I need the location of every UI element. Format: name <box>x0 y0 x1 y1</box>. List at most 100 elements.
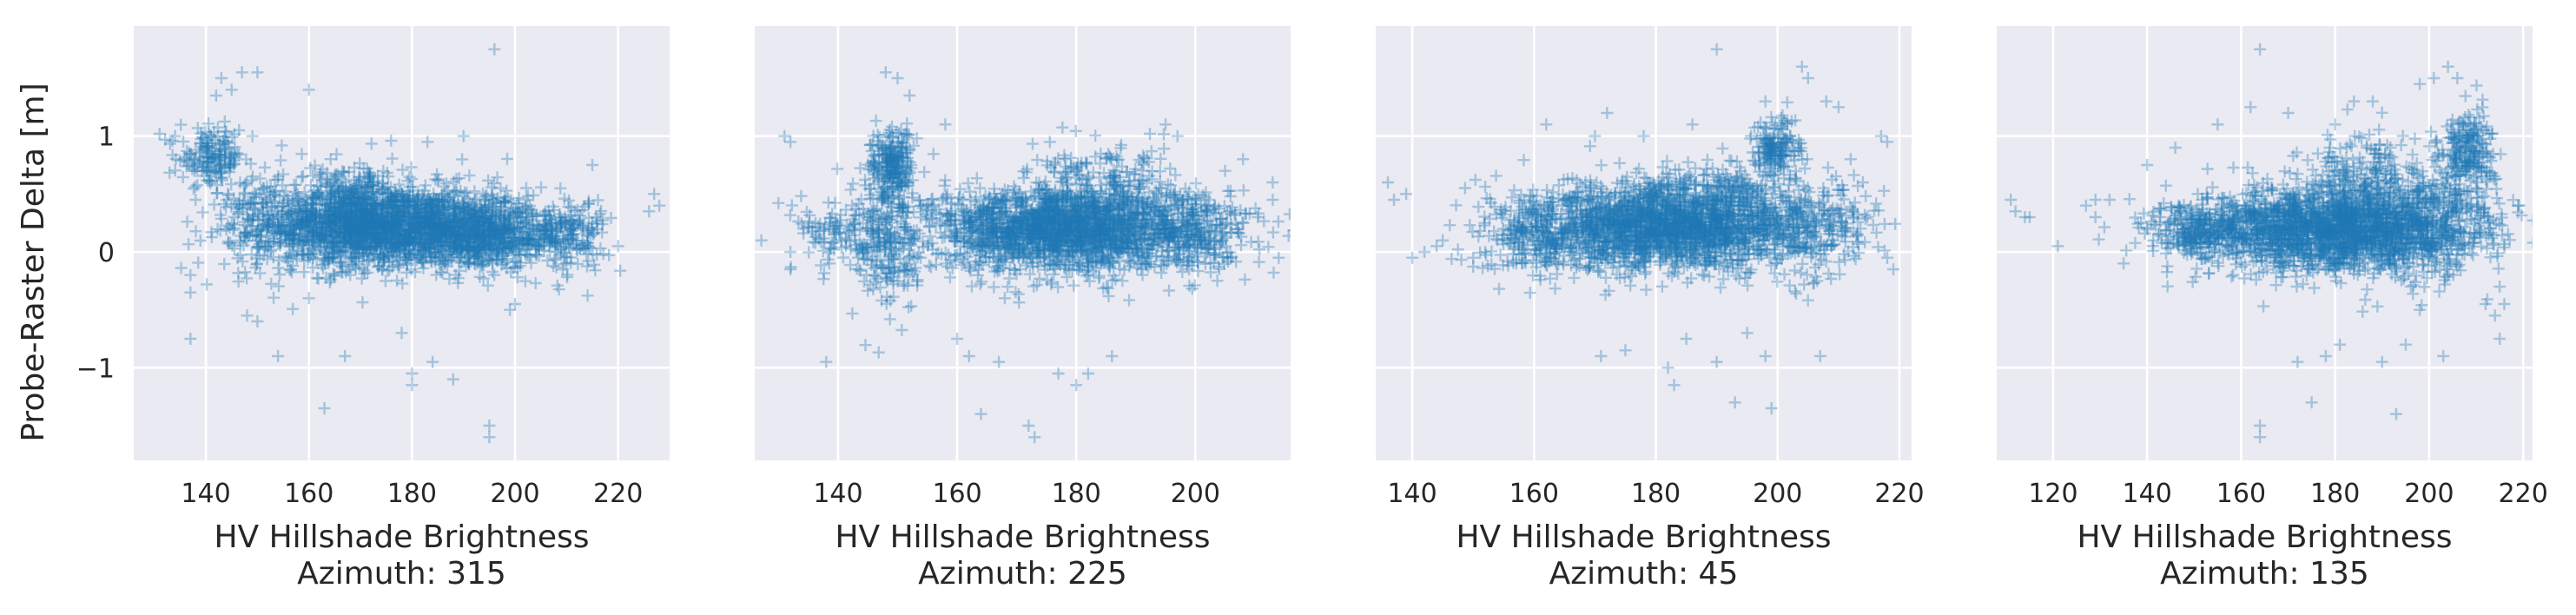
scatter-point <box>346 235 359 247</box>
scatter-point <box>418 239 431 252</box>
scatter-point <box>377 195 389 207</box>
scatter-point <box>408 226 420 239</box>
scatter-point <box>353 247 367 260</box>
scatter-point <box>237 194 250 207</box>
scatter-point <box>314 199 327 211</box>
scatter-point <box>425 202 438 215</box>
scatter-point <box>406 210 419 223</box>
scatter-point <box>385 192 398 205</box>
scatter-point <box>508 209 520 222</box>
scatter-point <box>357 189 370 202</box>
scatter-point <box>440 219 453 232</box>
scatter-point <box>378 252 390 265</box>
scatter-point <box>446 199 459 212</box>
scatter-point <box>304 208 317 221</box>
scatter-point <box>299 193 312 206</box>
scatter-point <box>415 219 428 232</box>
scatter-point <box>458 200 471 213</box>
scatter-point <box>378 225 391 238</box>
scatter-point <box>350 220 362 233</box>
scatter-point <box>431 218 444 231</box>
scatter-point <box>404 208 417 221</box>
scatter-point <box>375 234 388 247</box>
scatter-point <box>221 219 234 232</box>
scatter-point <box>313 241 326 254</box>
scatter-point <box>344 202 357 215</box>
scatter-point <box>404 219 417 232</box>
scatter-point <box>433 222 446 235</box>
scatter-point <box>353 191 367 204</box>
y-axis-label: Probe-Raster Delta [m] <box>16 83 51 441</box>
scatter-point <box>340 230 353 242</box>
scatter-point <box>504 222 516 235</box>
scatter-point <box>344 199 357 212</box>
scatter-point <box>331 232 343 245</box>
scatter-point <box>447 209 460 222</box>
scatter-point <box>479 211 492 224</box>
scatter-point <box>406 236 419 249</box>
scatter-point <box>431 221 444 234</box>
scatter-point <box>409 231 422 244</box>
scatter-point <box>437 218 450 230</box>
scatter-point <box>325 189 338 202</box>
scatter-point <box>397 250 410 263</box>
scatter-point <box>387 193 400 206</box>
scatter-point <box>437 196 450 209</box>
scatter-point <box>490 197 503 210</box>
scatter-point <box>386 231 399 244</box>
scatter-point <box>468 208 481 221</box>
scatter-point <box>457 212 470 225</box>
scatter-point <box>447 241 460 255</box>
scatter-point <box>272 222 285 235</box>
scatter-point <box>379 222 392 235</box>
scatter-point <box>356 296 369 309</box>
scatter-point <box>384 228 396 241</box>
scatter-point <box>315 228 328 241</box>
scatter-point <box>413 242 425 255</box>
scatter-point <box>368 193 381 206</box>
scatter-point <box>333 207 346 220</box>
scatter-point <box>400 229 413 241</box>
scatter-point <box>539 221 552 234</box>
scatter-point <box>336 237 349 250</box>
scatter-point <box>457 189 470 202</box>
scatter-point <box>530 209 543 222</box>
scatter-point <box>397 219 410 232</box>
scatter-point <box>394 195 407 208</box>
x-tick-label: 220 <box>593 479 643 509</box>
scatter-point <box>349 252 362 265</box>
scatter-point <box>457 217 470 230</box>
scatter-point <box>416 254 429 267</box>
scatter-point <box>470 230 483 243</box>
scatter-point <box>388 199 401 212</box>
scatter-point <box>439 220 452 233</box>
scatter-point <box>424 219 437 232</box>
scatter-point <box>347 222 360 235</box>
scatter-point <box>410 217 423 230</box>
scatter-point <box>362 213 375 226</box>
scatter-point <box>377 197 389 210</box>
scatter-point <box>433 245 446 258</box>
scatter-point <box>334 256 347 269</box>
scatter-point <box>408 215 421 228</box>
scatter-point <box>281 226 294 239</box>
scatter-point <box>357 204 370 217</box>
scatter-point <box>391 195 404 208</box>
scatter-point <box>259 243 272 256</box>
scatter-point <box>298 222 311 235</box>
scatter-point <box>449 227 462 240</box>
scatter-point <box>274 215 287 228</box>
scatter-point <box>364 241 377 254</box>
scatter-point <box>429 246 442 259</box>
scatter-point <box>485 213 498 226</box>
scatter-point <box>445 222 458 235</box>
scatter-point <box>424 201 437 214</box>
scatter-point <box>456 196 469 209</box>
scatter-point <box>301 229 314 241</box>
scatter-point <box>399 205 411 218</box>
scatter-point <box>421 194 434 207</box>
scatter-point <box>412 239 425 252</box>
scatter-point <box>366 205 378 218</box>
scatter-point <box>334 231 347 244</box>
scatter-point <box>413 212 426 225</box>
